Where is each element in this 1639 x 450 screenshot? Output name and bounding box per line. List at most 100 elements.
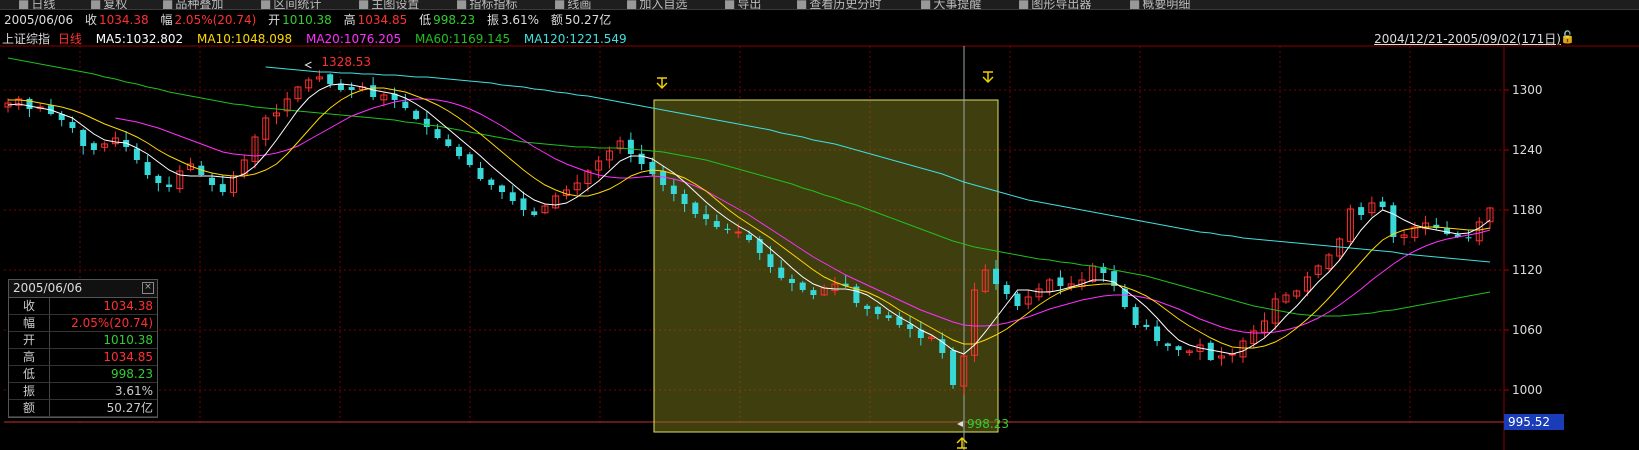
toolbar-item-3[interactable]: ■ 区间统计 xyxy=(260,0,322,10)
candle-body xyxy=(445,139,452,146)
toolbar-item-label: 图形导出器 xyxy=(1031,0,1092,10)
panel-date: 2005/06/06 xyxy=(13,281,83,295)
candle-body xyxy=(1067,283,1075,287)
toolbar-item-label: 加入自选 xyxy=(639,0,688,10)
candle-body xyxy=(176,170,184,190)
toolbar-item-9[interactable]: ■ 查看历史分时 xyxy=(796,0,881,10)
candle-body xyxy=(756,239,763,253)
toolbar-item-1[interactable]: ■ 复权 xyxy=(90,0,128,10)
period-label[interactable]: 日线 xyxy=(57,32,82,46)
candle-body xyxy=(327,74,334,84)
candle-body xyxy=(1057,277,1064,286)
candle-body xyxy=(660,171,667,185)
close-label: 收 xyxy=(85,13,98,27)
candle-body xyxy=(1260,320,1268,333)
toolbar-item-12[interactable]: ■ 概要明细 xyxy=(1129,0,1191,10)
candle-body xyxy=(155,175,162,183)
candle-body xyxy=(907,324,914,329)
ma-legend: 上证综指 日线 MA5:1032.802 MA10:1048.098 MA20:… xyxy=(2,30,637,46)
candle-body xyxy=(1100,266,1107,273)
panel-row-key: 高 xyxy=(9,349,50,365)
open-value: 1010.38 xyxy=(282,13,332,27)
toolbar-item-11[interactable]: ■ 图形导出器 xyxy=(1018,0,1092,10)
candle-body xyxy=(380,94,388,101)
candle-body xyxy=(573,182,581,191)
candle-body xyxy=(960,355,968,387)
candle-body xyxy=(1486,207,1494,223)
panel-row: 幅 2.05%(20.74) xyxy=(9,315,157,332)
candle-body xyxy=(670,185,677,194)
candle-body xyxy=(1400,234,1408,238)
toolbar-item-label: 线画 xyxy=(567,0,592,10)
candle-body xyxy=(477,167,484,179)
candle-body xyxy=(788,278,795,283)
info-panel[interactable]: 2005/06/06 × 收 1034.38 幅 2.05%(20.74) 开 1010.… xyxy=(8,279,158,418)
toolbar-icon: ■ xyxy=(456,0,468,10)
toolbar-item-6[interactable]: ■ 线画 xyxy=(554,0,592,10)
candle-body xyxy=(649,162,656,174)
candle-body xyxy=(885,315,892,318)
toolbar-item-label: 指标指标 xyxy=(469,0,518,10)
ma5-line xyxy=(7,83,1491,355)
panel-row-value: 2.05%(20.74) xyxy=(71,316,153,330)
selection-end-marker xyxy=(982,71,994,84)
y-tick-label: 1000 xyxy=(1512,383,1543,397)
candle-body xyxy=(713,221,720,227)
candle-body xyxy=(423,118,430,127)
toolbar-item-4[interactable]: ■ 主图设置 xyxy=(358,0,419,9)
candle-body xyxy=(1454,234,1461,237)
y-tick-label: 1060 xyxy=(1512,323,1543,337)
toolbar-item-5[interactable]: ■ 指标指标 xyxy=(456,0,518,10)
ma60-line xyxy=(7,57,1491,317)
ma120-line xyxy=(265,66,1491,263)
candle-body xyxy=(1475,221,1483,242)
candle-body xyxy=(90,143,97,150)
candle-body xyxy=(1003,284,1010,294)
toolbar-item-2[interactable]: ■ 品种叠加 xyxy=(162,0,223,9)
panel-row: 低 998.23 xyxy=(9,366,157,383)
toolbar-item-10[interactable]: ■ 大事提醒 xyxy=(920,0,981,9)
close-icon[interactable]: × xyxy=(142,282,154,294)
candle-body xyxy=(1024,296,1032,305)
date-range-label[interactable]: 2004/12/21-2005/09/02(171日) xyxy=(1374,32,1561,46)
candle-body xyxy=(370,85,377,97)
panel-row-value: 1010.38 xyxy=(103,333,153,347)
candle-body xyxy=(337,83,344,90)
candle-body xyxy=(1444,228,1451,234)
amount-value: 50.27亿 xyxy=(564,13,612,27)
candle-body xyxy=(272,112,280,117)
toolbar-icon: ■ xyxy=(796,0,808,10)
panel-row-key: 低 xyxy=(9,366,50,382)
candle-body xyxy=(58,114,65,120)
selection-start-marker xyxy=(656,77,668,90)
candle-body xyxy=(1046,279,1054,292)
change-label: 幅 xyxy=(160,13,173,27)
current-price-text: 995.52 xyxy=(1508,415,1550,429)
candle-body xyxy=(1218,355,1226,359)
toolbar-item-label: 概要明细 xyxy=(1142,0,1191,10)
lock-icon[interactable]: 🔓 xyxy=(1560,30,1575,44)
candle-body xyxy=(831,283,839,292)
candle-body xyxy=(724,228,731,230)
toolbar-icon: ■ xyxy=(90,0,102,10)
ma10-line xyxy=(8,87,1491,349)
candle-body xyxy=(1207,342,1214,360)
panel-row: 振 3.61% xyxy=(9,383,157,400)
toolbar-item-8[interactable]: ■ 导出 xyxy=(724,0,761,9)
toolbar-icon: ■ xyxy=(18,0,30,10)
panel-row: 开 1010.38 xyxy=(9,332,157,349)
low-value: 998.23 xyxy=(433,13,476,27)
candle-body xyxy=(262,117,270,140)
toolbar-item-7[interactable]: ■ 加入自选 xyxy=(626,0,688,10)
toolbar-item-0[interactable]: ■ 日线 xyxy=(18,0,55,10)
candle-body xyxy=(1411,226,1419,238)
panel-row-key: 振 xyxy=(9,383,50,399)
candle-body xyxy=(950,350,957,385)
toolbar-icon: ■ xyxy=(260,0,272,10)
index-name[interactable]: 上证综指 xyxy=(2,32,51,46)
toolbar-item-label: 复权 xyxy=(103,0,128,10)
toolbar-item-label: 区间统计 xyxy=(273,0,322,10)
candle-body xyxy=(1358,207,1365,215)
candle-body xyxy=(864,305,871,309)
